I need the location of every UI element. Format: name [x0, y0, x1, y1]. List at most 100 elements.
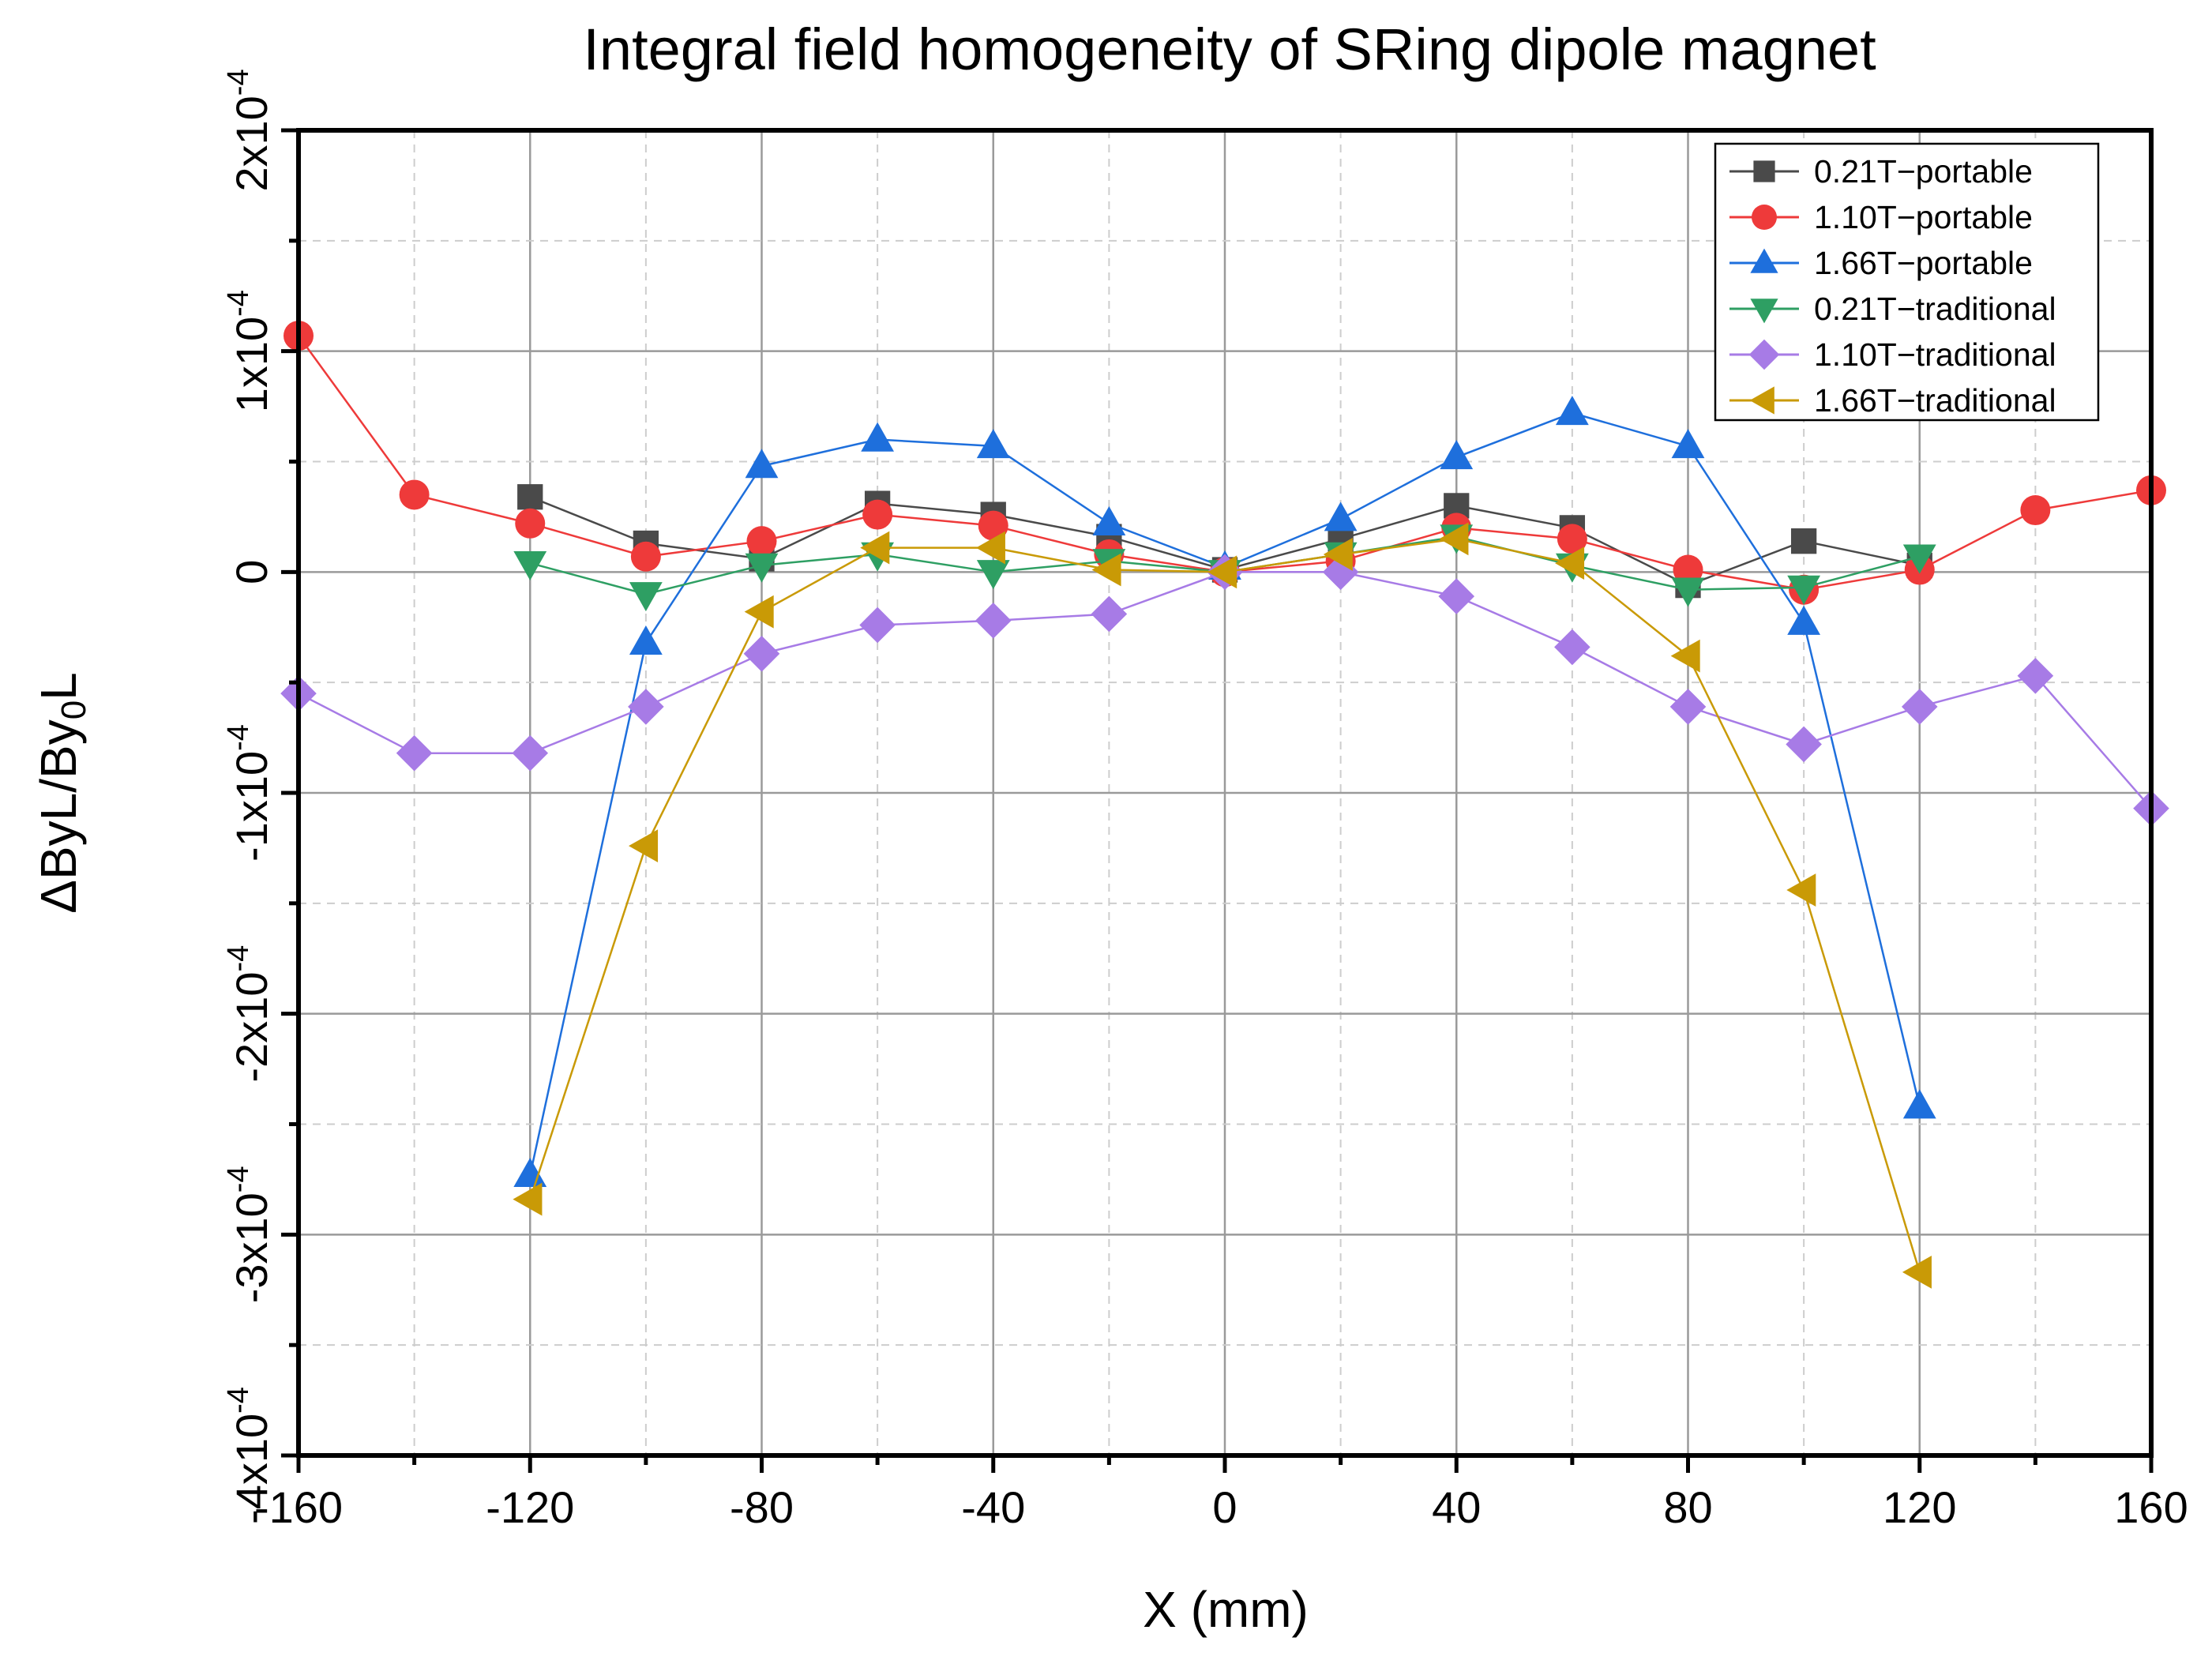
legend-label: 1.66T−portable	[1814, 245, 2033, 281]
y-tick-label: -3x10-4	[222, 1166, 276, 1303]
data-point	[976, 429, 1010, 459]
data-point	[629, 625, 663, 655]
data-point	[1786, 726, 1822, 763]
data-point	[745, 553, 779, 583]
data-point	[1902, 544, 1936, 574]
data-point	[630, 541, 661, 572]
data-point	[1554, 629, 1590, 666]
data-point	[978, 510, 1008, 541]
x-tick-label: -120	[486, 1482, 574, 1532]
data-point	[860, 531, 890, 565]
x-axis-label: X (mm)	[1143, 1581, 1309, 1638]
y-tick-label: -4x10-4	[222, 1387, 276, 1524]
legend-marker	[1750, 299, 1778, 324]
data-point	[513, 1182, 543, 1216]
data-point	[513, 550, 547, 580]
y-tick-label: 2x10-4	[222, 69, 276, 191]
data-point	[1438, 578, 1475, 614]
data-point	[1669, 689, 1707, 725]
data-point	[1092, 505, 1126, 536]
data-point	[1786, 873, 1816, 907]
data-point	[1555, 546, 1585, 580]
data-point	[628, 689, 664, 725]
axis-ticks: -160 -120 -80 -40 0 40 80 120 1602x10-41x10-40-1…	[222, 69, 2188, 1532]
data-point	[975, 603, 1012, 639]
data-point	[1787, 575, 1821, 605]
data-point	[629, 582, 663, 612]
data-point	[399, 479, 430, 510]
y-tick-exponent: -4	[222, 945, 255, 972]
y-tick-label: -2x10-4	[222, 945, 276, 1083]
data-point	[1323, 538, 1353, 571]
x-tick-label: 160	[2114, 1482, 2188, 1532]
y-tick-label: -1x10-4	[222, 724, 276, 862]
data-point	[513, 1157, 547, 1188]
y-tick-mantissa: 0	[227, 560, 276, 584]
data-point	[1671, 577, 1705, 607]
y-tick-label: 0	[227, 560, 276, 584]
y-tick-exponent: -4	[222, 724, 255, 751]
grid	[299, 130, 2151, 1455]
legend-label: 1.10T−traditional	[1814, 336, 2056, 373]
data-point	[1091, 595, 1128, 633]
chart-title: Integral field homogeneity of SRing dipo…	[583, 17, 1876, 82]
x-tick-label: 80	[1663, 1482, 1712, 1532]
y-tick-exponent: -4	[222, 69, 255, 96]
data-point	[744, 595, 774, 629]
x-tick-label: -40	[961, 1482, 1025, 1532]
data-point	[2020, 495, 2051, 526]
y-axis-label-end: L	[30, 672, 87, 700]
y-tick-mantissa: -3x10	[227, 1192, 276, 1303]
data-point	[976, 560, 1010, 590]
y-axis-label-sub: 0	[54, 700, 93, 719]
data-point	[1439, 522, 1469, 556]
data-point	[517, 484, 543, 510]
data-point	[1673, 554, 1703, 585]
series-5	[513, 522, 1932, 1289]
data-point	[1670, 639, 1700, 673]
data-point	[2017, 657, 2054, 694]
x-tick-label: -80	[730, 1482, 794, 1532]
data-point	[396, 734, 433, 772]
data-point	[746, 526, 777, 557]
y-tick-exponent: -4	[222, 290, 255, 317]
y-tick-exponent: -4	[222, 1166, 255, 1192]
y-tick-mantissa: -2x10	[227, 972, 276, 1083]
data-point	[1787, 605, 1821, 635]
data-point	[1207, 555, 1237, 589]
legend-marker	[1750, 248, 1778, 273]
y-tick-mantissa: 2x10	[227, 96, 276, 191]
y-tick-label: 1x10-4	[222, 290, 276, 412]
legend-marker	[1753, 160, 1775, 182]
legend-marker	[1748, 339, 1780, 370]
x-tick-label: 0	[1212, 1482, 1237, 1532]
data-point	[1557, 524, 1587, 554]
x-tick-label: -160	[254, 1482, 343, 1532]
y-tick-exponent: -4	[222, 1387, 255, 1414]
data-point	[1440, 440, 1474, 470]
data-point	[1790, 528, 1817, 554]
y-axis-label-main: ΔByL/By	[30, 719, 87, 914]
legend-label: 0.21T−portable	[1814, 153, 2033, 190]
legend-marker	[1749, 386, 1774, 415]
data-point	[1555, 396, 1589, 426]
x-tick-label: 40	[1432, 1482, 1481, 1532]
data-point	[629, 829, 659, 863]
legend: 0.21T−portable 1.10T−portable 1.66T−portab…	[1714, 142, 2100, 422]
y-axis-label: ΔByL/By0L	[30, 672, 93, 914]
data-point	[1091, 553, 1121, 587]
data-point	[975, 531, 1005, 565]
data-point	[1901, 689, 1938, 725]
y-tick-mantissa: -4x10	[227, 1414, 276, 1524]
data-point	[1902, 1255, 1932, 1289]
data-point	[859, 607, 896, 644]
data-point	[862, 499, 893, 530]
legend-label: 1.10T−portable	[1814, 199, 2033, 235]
data-point	[1902, 1089, 1936, 1119]
y-tick-mantissa: 1x10	[227, 317, 276, 412]
legend-label: 0.21T−traditional	[1814, 291, 2056, 327]
legend-label: 1.66T−traditional	[1814, 382, 2056, 419]
data-point	[1324, 501, 1358, 531]
y-tick-mantissa: -1x10	[227, 751, 276, 862]
